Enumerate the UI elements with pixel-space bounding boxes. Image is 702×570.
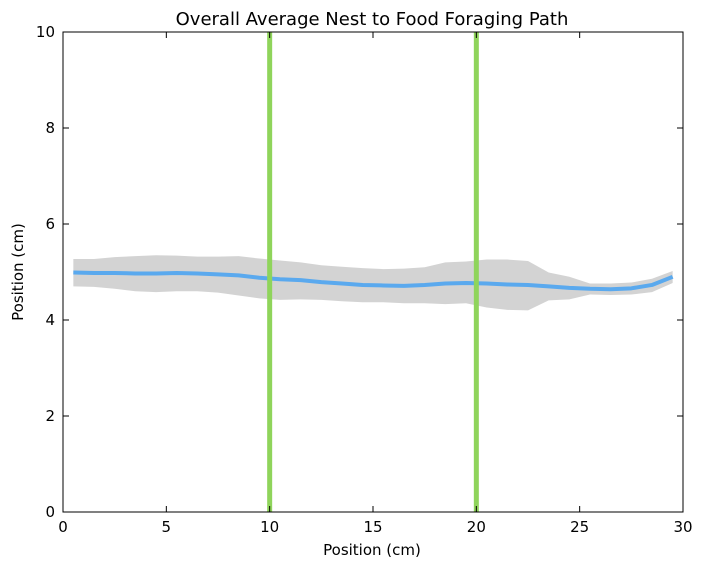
mean-path-line <box>73 270 674 292</box>
x-tick-label: 5 <box>162 518 172 536</box>
x-tick-label: 25 <box>570 518 589 536</box>
x-axis-label: Position (cm) <box>323 541 421 559</box>
x-tick-label: 30 <box>673 518 692 536</box>
y-tick-label: 8 <box>45 119 55 137</box>
y-tick-label: 4 <box>45 311 55 329</box>
x-tick-label: 10 <box>260 518 279 536</box>
y-axis-label: Position (cm) <box>9 223 27 321</box>
y-tick-label: 6 <box>45 215 55 233</box>
chart-title: Overall Average Nest to Food Foraging Pa… <box>176 9 569 30</box>
y-tick-label: 0 <box>45 503 55 521</box>
variance-band <box>73 255 673 311</box>
x-tick-label: 0 <box>58 518 68 536</box>
y-tick-label: 2 <box>45 407 55 425</box>
x-tick-label: 15 <box>363 518 382 536</box>
y-tick-label: 10 <box>36 23 55 41</box>
x-tick-label: 20 <box>467 518 486 536</box>
axis-ticks: 0 5 10 15 20 25 30 0 2 4 6 8 10 <box>36 23 693 536</box>
plot-area <box>62 31 684 513</box>
